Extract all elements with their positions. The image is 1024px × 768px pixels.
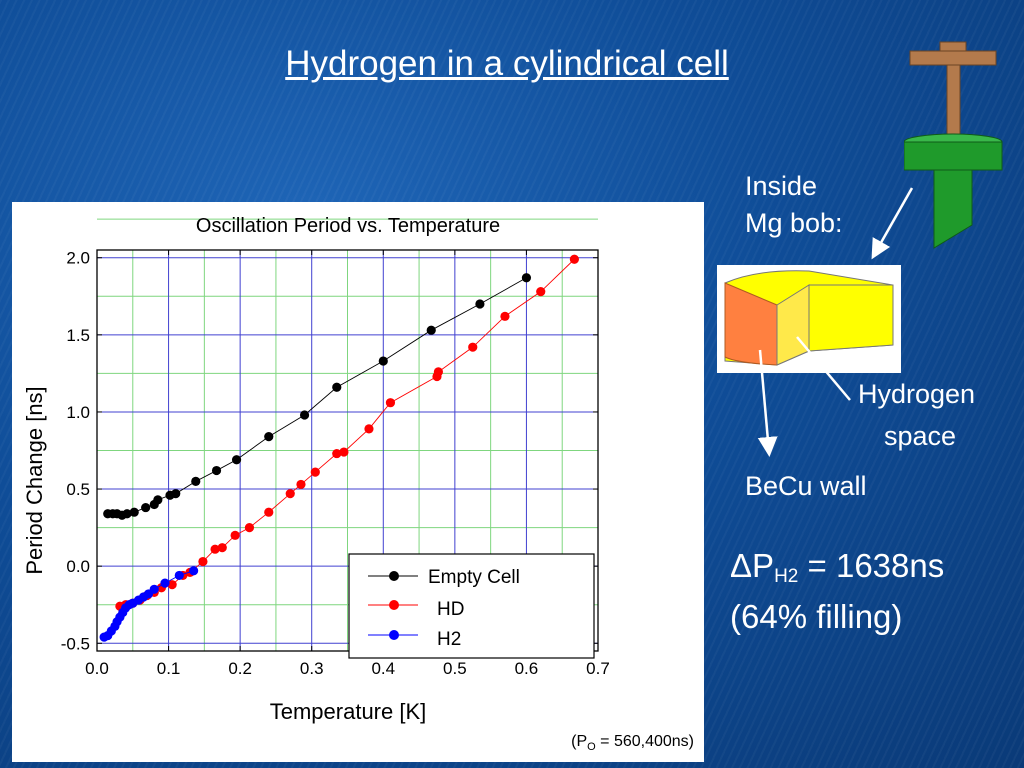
data-point-1	[468, 342, 478, 352]
formula-note: (64% filling)	[730, 598, 903, 635]
data-point-1	[310, 467, 320, 477]
data-point-1	[230, 530, 240, 540]
torsion-bob-illustration	[904, 41, 1003, 249]
x-tick-label: 0.0	[85, 659, 109, 678]
data-point-1	[264, 507, 274, 517]
legend-label: H2	[437, 629, 461, 650]
y-tick-label: 0.0	[66, 557, 90, 576]
data-point-0	[521, 273, 532, 283]
footnote-suffix: = 560,400ns)	[596, 733, 694, 750]
period-vs-temperature-chart: 0.0 0.1 0.2 0.3 0.4 0.5 0.6 0.7 -0.5 0.0 0.5 1.0 1.5…	[22, 215, 694, 753]
data-point-0	[264, 432, 274, 442]
data-point-0	[153, 495, 163, 505]
data-point-1	[433, 367, 443, 377]
data-point-0	[475, 299, 485, 309]
data-point-1	[569, 254, 579, 264]
data-point-0	[332, 382, 342, 392]
x-tick-label: 0.4	[371, 659, 395, 678]
data-point-0	[426, 325, 436, 335]
x-tick-label: 0.3	[300, 659, 324, 678]
inside-label-2: Mg bob:	[745, 208, 843, 238]
x-axis-label: Temperature [K]	[270, 699, 427, 724]
formula-value: = 1638ns	[798, 547, 945, 584]
legend-marker	[389, 600, 399, 610]
formula-sub: H2	[774, 566, 799, 587]
data-point-2	[160, 578, 170, 588]
x-tick-label: 0.7	[586, 659, 610, 678]
y-tick-label: -0.5	[61, 634, 90, 653]
footnote-prefix: (P	[571, 733, 587, 750]
y-tick-label: 1.5	[66, 326, 90, 345]
data-point-1	[296, 479, 306, 490]
bob-green-body	[904, 141, 1003, 171]
delta-p-formula: ΔPH2 = 1638ns (64% filling)	[730, 546, 944, 637]
x-tick-label: 0.1	[157, 659, 181, 678]
plot-frame	[96, 249, 599, 652]
y-axis-label: Period Change [ns]	[22, 386, 47, 574]
data-point-0	[299, 410, 310, 420]
becu-wall-label: BeCu wall	[745, 471, 867, 501]
data-point-1	[167, 580, 177, 590]
data-point-0	[231, 455, 242, 465]
data-point-1	[332, 448, 342, 459]
data-point-1	[536, 287, 546, 297]
arrow-becu-wall	[757, 349, 778, 457]
legend-marker	[389, 630, 399, 640]
inside-label-1: Inside	[745, 171, 818, 201]
data-point-2	[189, 566, 199, 576]
legend-label: Empty Cell	[428, 567, 520, 588]
data-point-1	[500, 311, 510, 321]
chart-panel: 0.0 0.1 0.2 0.3 0.4 0.5 0.6 0.7 -0.5 0.0 0.5 1.0 1.5…	[12, 202, 704, 762]
legend-marker	[389, 571, 399, 581]
data-point-2	[149, 584, 159, 594]
chart-legend: Empty Cell HD H2	[348, 553, 595, 659]
x-tick-label: 0.6	[515, 659, 539, 678]
data-point-0	[129, 507, 139, 517]
legend-label: HD	[437, 599, 464, 620]
data-point-1	[285, 489, 295, 499]
chart-title: Oscillation Period vs. Temperature	[196, 215, 500, 237]
data-point-0	[171, 489, 181, 499]
arrow-hydrogen-space	[796, 336, 851, 401]
data-point-1	[385, 398, 396, 408]
y-tick-label: 0.5	[66, 480, 90, 499]
cell-illustration	[724, 270, 894, 366]
cell-cross-section	[717, 265, 901, 373]
data-point-0	[211, 465, 222, 476]
data-point-0	[378, 356, 388, 366]
y-tick-label: 1.0	[66, 403, 90, 422]
footnote-sub: O	[587, 741, 596, 753]
footnote: (PO = 560,400ns)	[571, 733, 694, 753]
y-tick-label: 2.0	[66, 249, 90, 268]
data-point-1	[198, 556, 208, 567]
data-point-1	[244, 523, 255, 533]
cell-front-face	[808, 284, 894, 352]
x-tick-label: 0.5	[443, 659, 467, 678]
hydrogen-label-1: Hydrogen	[858, 379, 976, 409]
data-point-0	[191, 476, 201, 486]
hydrogen-label-2: space	[884, 421, 957, 451]
slide-title: Hydrogen in a cylindrical cell	[285, 44, 729, 83]
x-tick-label: 0.2	[228, 659, 252, 678]
data-point-2	[174, 570, 184, 581]
data-point-1	[364, 424, 374, 434]
bob-green-stem	[933, 169, 973, 249]
data-point-1	[217, 543, 227, 553]
formula-delta: ΔP	[730, 547, 775, 584]
data-point-0	[122, 509, 132, 519]
arrow-inside-bob	[871, 187, 914, 260]
data-point-1	[339, 447, 349, 457]
data-point-1	[210, 544, 220, 554]
data-point-0	[141, 502, 151, 513]
